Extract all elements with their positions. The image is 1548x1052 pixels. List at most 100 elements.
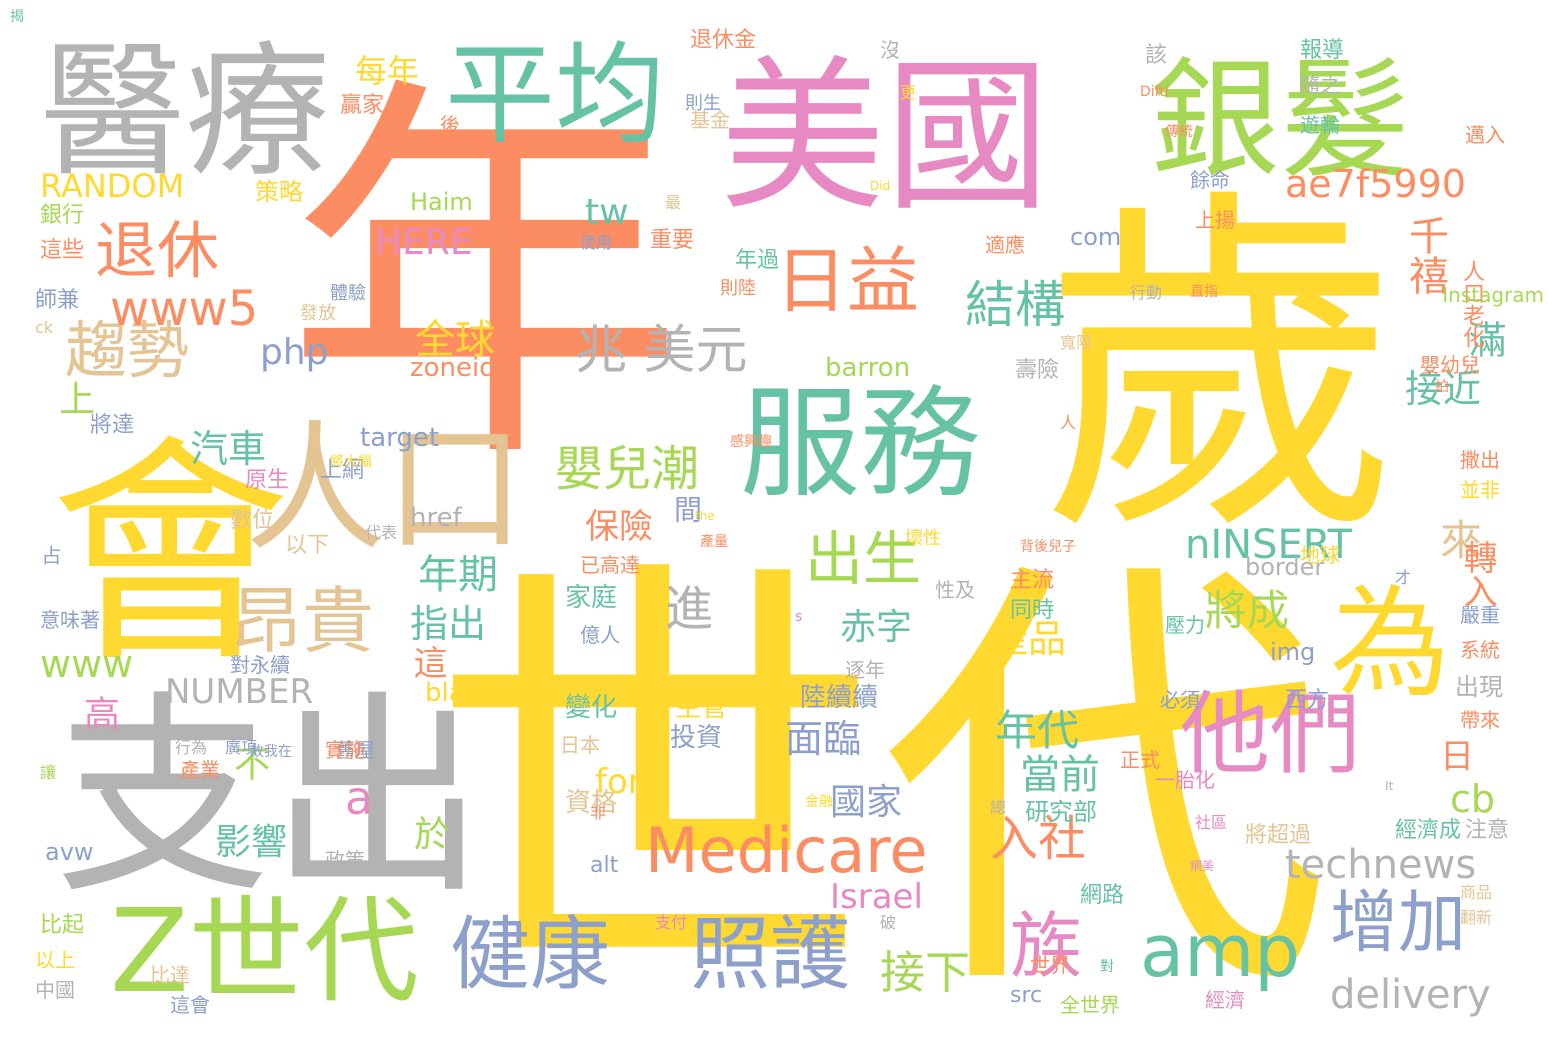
- cloud-word: Z世代: [110, 885, 419, 1019]
- cloud-word: 注意: [1465, 818, 1510, 843]
- cloud-word: 投資: [670, 723, 723, 753]
- cloud-word: 世代: [430, 523, 1330, 1047]
- cloud-word: 將大幅: [330, 454, 372, 470]
- cloud-word: 報導: [1300, 38, 1345, 63]
- cloud-word: 人口老化: [1459, 260, 1484, 348]
- cloud-word: NUMBER: [165, 672, 314, 712]
- cloud-word: 指出: [410, 602, 487, 646]
- cloud-word: php: [260, 332, 329, 373]
- cloud-word: technews: [1285, 842, 1477, 888]
- cloud-word: 隨之: [1300, 73, 1340, 97]
- cloud-word: 網路: [1080, 883, 1125, 908]
- cloud-word: 產業: [180, 758, 220, 782]
- cloud-word: 進: [665, 581, 714, 637]
- cloud-word: 主管: [675, 693, 728, 723]
- cloud-word: 師兼: [35, 288, 80, 313]
- cloud-word: 千禧: [1402, 215, 1448, 295]
- cloud-word: barron: [825, 353, 911, 383]
- cloud-word: 經濟: [1205, 988, 1245, 1012]
- cloud-word: 將超過: [1245, 823, 1312, 848]
- cloud-word: 資格: [565, 788, 618, 818]
- cloud-word: 滿: [1462, 320, 1506, 358]
- cloud-word: Difti: [1140, 84, 1169, 100]
- cloud-word: 拍: [1435, 379, 1449, 395]
- cloud-word: 陸續續: [800, 683, 879, 713]
- cloud-word: 他們: [1180, 682, 1360, 787]
- cloud-word: 中國: [35, 978, 75, 1002]
- cloud-word: 使用: [580, 233, 613, 252]
- cloud-word: 壽險: [1015, 358, 1060, 383]
- cloud-word: 結構: [965, 276, 1065, 334]
- cloud-word: 為: [1330, 575, 1450, 714]
- cloud-word: 以下: [285, 533, 330, 558]
- cloud-word: 每年: [355, 52, 420, 90]
- cloud-word: 適應: [985, 233, 1025, 257]
- cloud-word: It: [1385, 779, 1394, 793]
- cloud-word: 嬰兒潮: [555, 441, 700, 497]
- cloud-word: 西方: [1285, 688, 1330, 713]
- cloud-word: 全球: [415, 317, 495, 363]
- cloud-word: href: [410, 503, 462, 533]
- cloud-word: s: [795, 609, 803, 625]
- cloud-word: 政策: [325, 848, 365, 872]
- cloud-word: 對: [1100, 959, 1114, 975]
- cloud-word: 將成: [1205, 586, 1290, 635]
- cloud-word: avw: [45, 838, 94, 866]
- cloud-word: 以上: [35, 948, 75, 972]
- cloud-word: 億人: [580, 623, 620, 647]
- cloud-word: 出現: [1455, 673, 1503, 701]
- cloud-word: 美國: [720, 41, 1050, 233]
- cloud-word: 間: [670, 495, 703, 523]
- cloud-word: 實施: [325, 738, 365, 762]
- cloud-word: 支付: [655, 913, 688, 932]
- cloud-word: 壞性: [905, 528, 941, 549]
- cloud-word: 並非: [1460, 478, 1500, 502]
- cloud-word: 背後兒子: [1020, 539, 1076, 555]
- cloud-word: 才: [1395, 568, 1412, 587]
- cloud-word: 地球: [1300, 543, 1340, 567]
- cloud-word: 行為: [175, 738, 208, 757]
- cloud-word: src: [1010, 983, 1043, 1008]
- cloud-word: 撒出: [1460, 448, 1500, 472]
- cloud-word: 將達: [90, 413, 135, 438]
- cloud-word: 壓力: [1165, 613, 1205, 637]
- cloud-word: 則陸: [720, 278, 756, 299]
- cloud-word: 日: [1440, 737, 1474, 777]
- cloud-word: 邁入: [1465, 123, 1505, 147]
- cloud-word: 網美: [1190, 859, 1215, 873]
- cloud-word: 健康: [450, 908, 610, 1001]
- cloud-word: 比達: [150, 963, 190, 987]
- cloud-word: 已高達: [580, 553, 640, 577]
- cloud-word: 商品: [1460, 883, 1493, 902]
- cloud-word: 上揚: [1195, 208, 1235, 232]
- cloud-word: 揭: [10, 9, 24, 25]
- cloud-word: 翻新: [1460, 908, 1493, 927]
- cloud-word: 則生: [685, 93, 721, 114]
- cloud-word: 族: [1010, 904, 1083, 988]
- cloud-word: 面臨: [785, 717, 862, 761]
- cloud-word: 平均: [445, 31, 665, 159]
- cloud-word: 會: [50, 415, 291, 695]
- cloud-word: 意味著: [40, 608, 100, 632]
- cloud-word: amp: [1140, 909, 1300, 993]
- cloud-word: 遊輪: [1300, 113, 1340, 137]
- cloud-word: 赤字: [840, 607, 913, 648]
- cloud-word: 昂貴: [230, 579, 375, 663]
- cloud-word: 沒: [880, 38, 900, 62]
- cloud-word: 上網: [320, 458, 365, 483]
- cloud-word: 發放: [300, 303, 336, 324]
- cloud-word: 寬限: [1060, 333, 1093, 352]
- cloud-word: 感興趣: [730, 434, 772, 450]
- cloud-word: 比起: [40, 913, 85, 938]
- cloud-word: 人: [1060, 413, 1077, 432]
- cloud-word: 贏家: [340, 93, 385, 118]
- cloud-word: 最: [665, 193, 682, 212]
- cloud-word: cb: [1450, 777, 1496, 821]
- cloud-word: 社區: [1195, 813, 1228, 832]
- cloud-word: 不: [228, 745, 269, 781]
- cloud-word: blank: [425, 678, 497, 708]
- cloud-word: 餘命: [1190, 168, 1230, 192]
- cloud-word: 出生: [805, 525, 922, 593]
- cloud-word: 這些: [40, 238, 85, 263]
